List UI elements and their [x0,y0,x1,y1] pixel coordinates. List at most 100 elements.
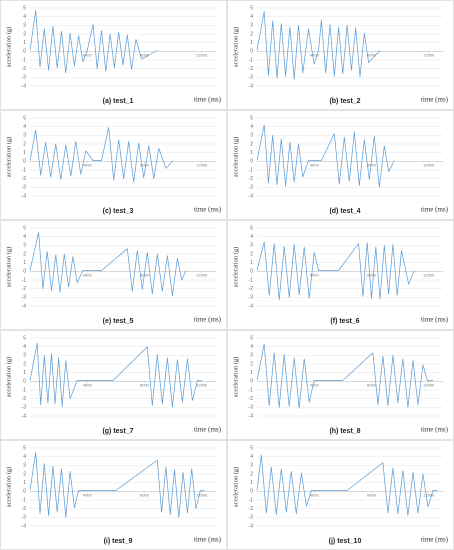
y-tick-label: 4 [23,454,26,460]
y-tick-label: -1 [22,497,27,503]
y-tick-label: 4 [250,234,253,240]
x-tick-label: 8000 [367,272,377,277]
y-tick-label: -4 [249,83,254,89]
signal-line [256,241,415,301]
y-axis-label: acceleration (g) [5,357,12,398]
y-tick-label: 1 [250,370,253,376]
panel-frame [227,110,454,220]
y-tick-label: 1 [23,370,26,376]
y-tick-label: -1 [249,497,254,503]
y-tick-label: 2 [23,31,26,37]
y-tick-label: 4 [23,344,26,350]
signal-line [29,342,202,408]
y-tick-label: -1 [249,167,254,173]
x-axis-label: time (ms) [194,96,222,104]
x-tick-label: 12000 [196,52,208,57]
x-tick-label: 8000 [140,52,150,57]
y-axis-label: acceleration (g) [232,247,239,288]
caption: (f) test_6 [330,318,359,325]
x-tick-label: 8000 [140,492,150,497]
caption: (g) test_7 [102,428,133,435]
panel: 5 4 3 2 1 0 -1 -2 -3 -4 4000 8000 12000 acceleration … [227,330,454,440]
x-tick-label: 8000 [367,382,377,387]
panel-frame [0,0,227,110]
y-tick-label: 0 [250,159,253,165]
y-tick-label: -4 [22,303,27,309]
y-tick-label: 1 [23,480,26,486]
panel: 5 4 3 2 1 0 -1 -2 -3 -4 4000 8000 12000 acceleration … [0,220,227,330]
y-tick-label: 2 [250,361,253,367]
y-tick-label: 1 [250,480,253,486]
x-tick-label: 12000 [423,492,435,497]
x-axis-label: time (ms) [194,206,222,214]
y-tick-label: 2 [23,471,26,477]
y-tick-label: -3 [22,75,27,81]
y-tick-label: -4 [249,523,254,529]
y-tick-label: 0 [250,49,253,55]
y-tick-label: 4 [250,14,253,20]
y-tick-label: 5 [250,115,253,121]
y-tick-label: 3 [250,243,253,249]
y-tick-label: -1 [22,387,27,393]
y-tick-label: -2 [249,176,254,182]
y-tick-label: 1 [250,260,253,266]
y-tick-label: -4 [22,413,27,419]
panel: 5 4 3 2 1 0 -1 -2 -3 -4 4000 8000 12000 acceleration … [227,110,454,220]
x-axis-label: time (ms) [421,316,449,324]
signal-line [29,10,158,74]
y-axis-label: acceleration (g) [5,247,12,288]
x-tick-label: 4000 [83,492,93,497]
x-tick-label: 12000 [196,492,208,497]
x-tick-label: 12000 [423,382,435,387]
x-tick-label: 4000 [83,272,93,277]
y-axis-label: acceleration (g) [232,27,239,68]
x-tick-label: 12000 [423,52,435,57]
x-tick-label: 12000 [196,162,208,167]
signal-line [256,343,433,409]
y-tick-label: 3 [250,463,253,469]
y-tick-label: 4 [250,124,253,130]
x-tick-label: 4000 [83,52,93,57]
x-tick-label: 12000 [423,272,435,277]
y-axis-label: acceleration (g) [5,27,12,68]
y-tick-label: -2 [22,286,27,292]
x-tick-label: 12000 [196,382,208,387]
y-axis-label: acceleration (g) [232,357,239,398]
panel-frame [227,220,454,330]
x-tick-label: 4000 [310,272,320,277]
caption: (c) test_3 [103,208,134,215]
y-tick-label: 1 [250,150,253,156]
y-tick-label: 2 [23,141,26,147]
x-tick-label: 4000 [310,52,320,57]
y-tick-label: 0 [250,269,253,275]
x-axis-label: time (ms) [421,96,449,104]
panel-frame [0,330,227,440]
y-tick-label: 0 [250,379,253,385]
x-tick-label: 4000 [83,162,93,167]
panel: 5 4 3 2 1 0 -1 -2 -3 -4 4000 8000 12000 acceleration … [0,330,227,440]
y-tick-label: 2 [250,31,253,37]
y-tick-label: 5 [250,5,253,11]
y-tick-label: -3 [249,75,254,81]
y-tick-label: 3 [250,23,253,29]
panel: 5 4 3 2 1 0 -1 -2 -3 -4 4000 8000 12000 acceleration … [0,440,227,550]
y-tick-label: -4 [249,413,254,419]
y-tick-label: 2 [23,361,26,367]
x-tick-label: 8000 [140,272,150,277]
y-tick-label: 1 [250,40,253,46]
y-tick-label: 3 [23,23,26,29]
y-tick-label: 1 [23,260,26,266]
y-tick-label: -1 [249,57,254,63]
y-tick-label: -1 [22,277,27,283]
panel: 5 4 3 2 1 0 -1 -2 -3 -4 4000 8000 12000 acceleration … [227,0,454,110]
y-tick-label: -2 [22,506,27,512]
y-tick-label: 3 [23,243,26,249]
y-tick-label: -2 [249,396,254,402]
panel: 5 4 3 2 1 0 -1 -2 -3 -4 4000 8000 12000 acceleration … [227,440,454,550]
panel-frame [0,110,227,220]
y-tick-label: 4 [23,234,26,240]
y-tick-label: -3 [249,185,254,191]
y-tick-label: 3 [250,353,253,359]
y-tick-label: 0 [23,49,26,55]
